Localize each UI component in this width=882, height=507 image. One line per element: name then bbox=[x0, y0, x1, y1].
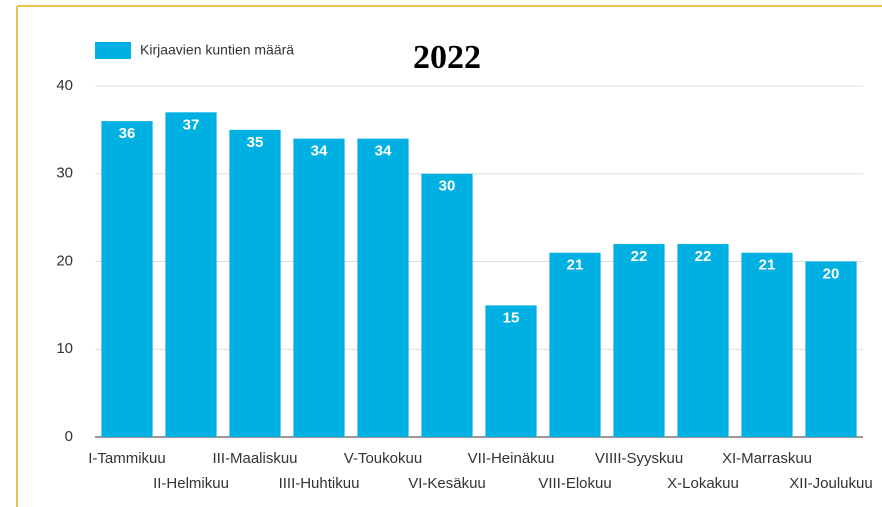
bar bbox=[101, 121, 153, 437]
y-tick-label: 20 bbox=[56, 252, 73, 269]
value-label: 22 bbox=[695, 248, 712, 265]
chart-title: 2022 bbox=[413, 39, 481, 76]
bar bbox=[613, 243, 665, 437]
bar bbox=[677, 243, 729, 437]
value-label: 35 bbox=[247, 134, 264, 151]
x-tick-label: V-Toukokuu bbox=[344, 450, 422, 467]
value-label: 22 bbox=[631, 248, 648, 265]
x-tick-label: IIII-Huhtikuu bbox=[279, 475, 360, 492]
legend-label: Kirjaavien kuntien määrä bbox=[140, 42, 294, 58]
value-label: 15 bbox=[503, 309, 520, 326]
x-tick-label: I-Tammikuu bbox=[88, 450, 166, 467]
y-tick-label: 0 bbox=[65, 428, 73, 445]
legend-swatch bbox=[95, 42, 131, 59]
x-tick-label: II-Helmikuu bbox=[153, 475, 229, 492]
bar bbox=[165, 112, 217, 437]
bar bbox=[549, 252, 601, 437]
bar bbox=[229, 129, 281, 437]
y-tick-label: 40 bbox=[56, 77, 73, 94]
y-tick-label: 30 bbox=[56, 165, 73, 182]
value-label: 21 bbox=[759, 257, 776, 274]
x-tick-label: XI-Marraskuu bbox=[722, 450, 812, 467]
value-label: 21 bbox=[567, 257, 584, 274]
x-tick-label: VI-Kesäkuu bbox=[408, 475, 486, 492]
bar bbox=[741, 252, 793, 437]
x-tick-label: VIIII-Syyskuu bbox=[595, 450, 683, 467]
value-label: 20 bbox=[823, 265, 840, 282]
x-tick-label: VIII-Elokuu bbox=[538, 475, 611, 492]
y-tick-label: 10 bbox=[56, 340, 73, 357]
x-tick-label: III-Maaliskuu bbox=[212, 450, 297, 467]
value-label: 30 bbox=[439, 178, 456, 195]
value-label: 37 bbox=[183, 116, 200, 133]
x-tick-label: VII-Heinäkuu bbox=[468, 450, 555, 467]
bar bbox=[357, 138, 409, 437]
x-tick-label: XII-Joulukuu bbox=[789, 475, 872, 492]
value-label: 34 bbox=[375, 143, 392, 160]
bar bbox=[293, 138, 345, 437]
bar bbox=[421, 173, 473, 437]
value-label: 36 bbox=[119, 125, 136, 142]
x-tick-label: X-Lokakuu bbox=[667, 475, 739, 492]
value-label: 34 bbox=[311, 143, 328, 160]
bar bbox=[805, 261, 857, 437]
bar bbox=[485, 305, 537, 437]
